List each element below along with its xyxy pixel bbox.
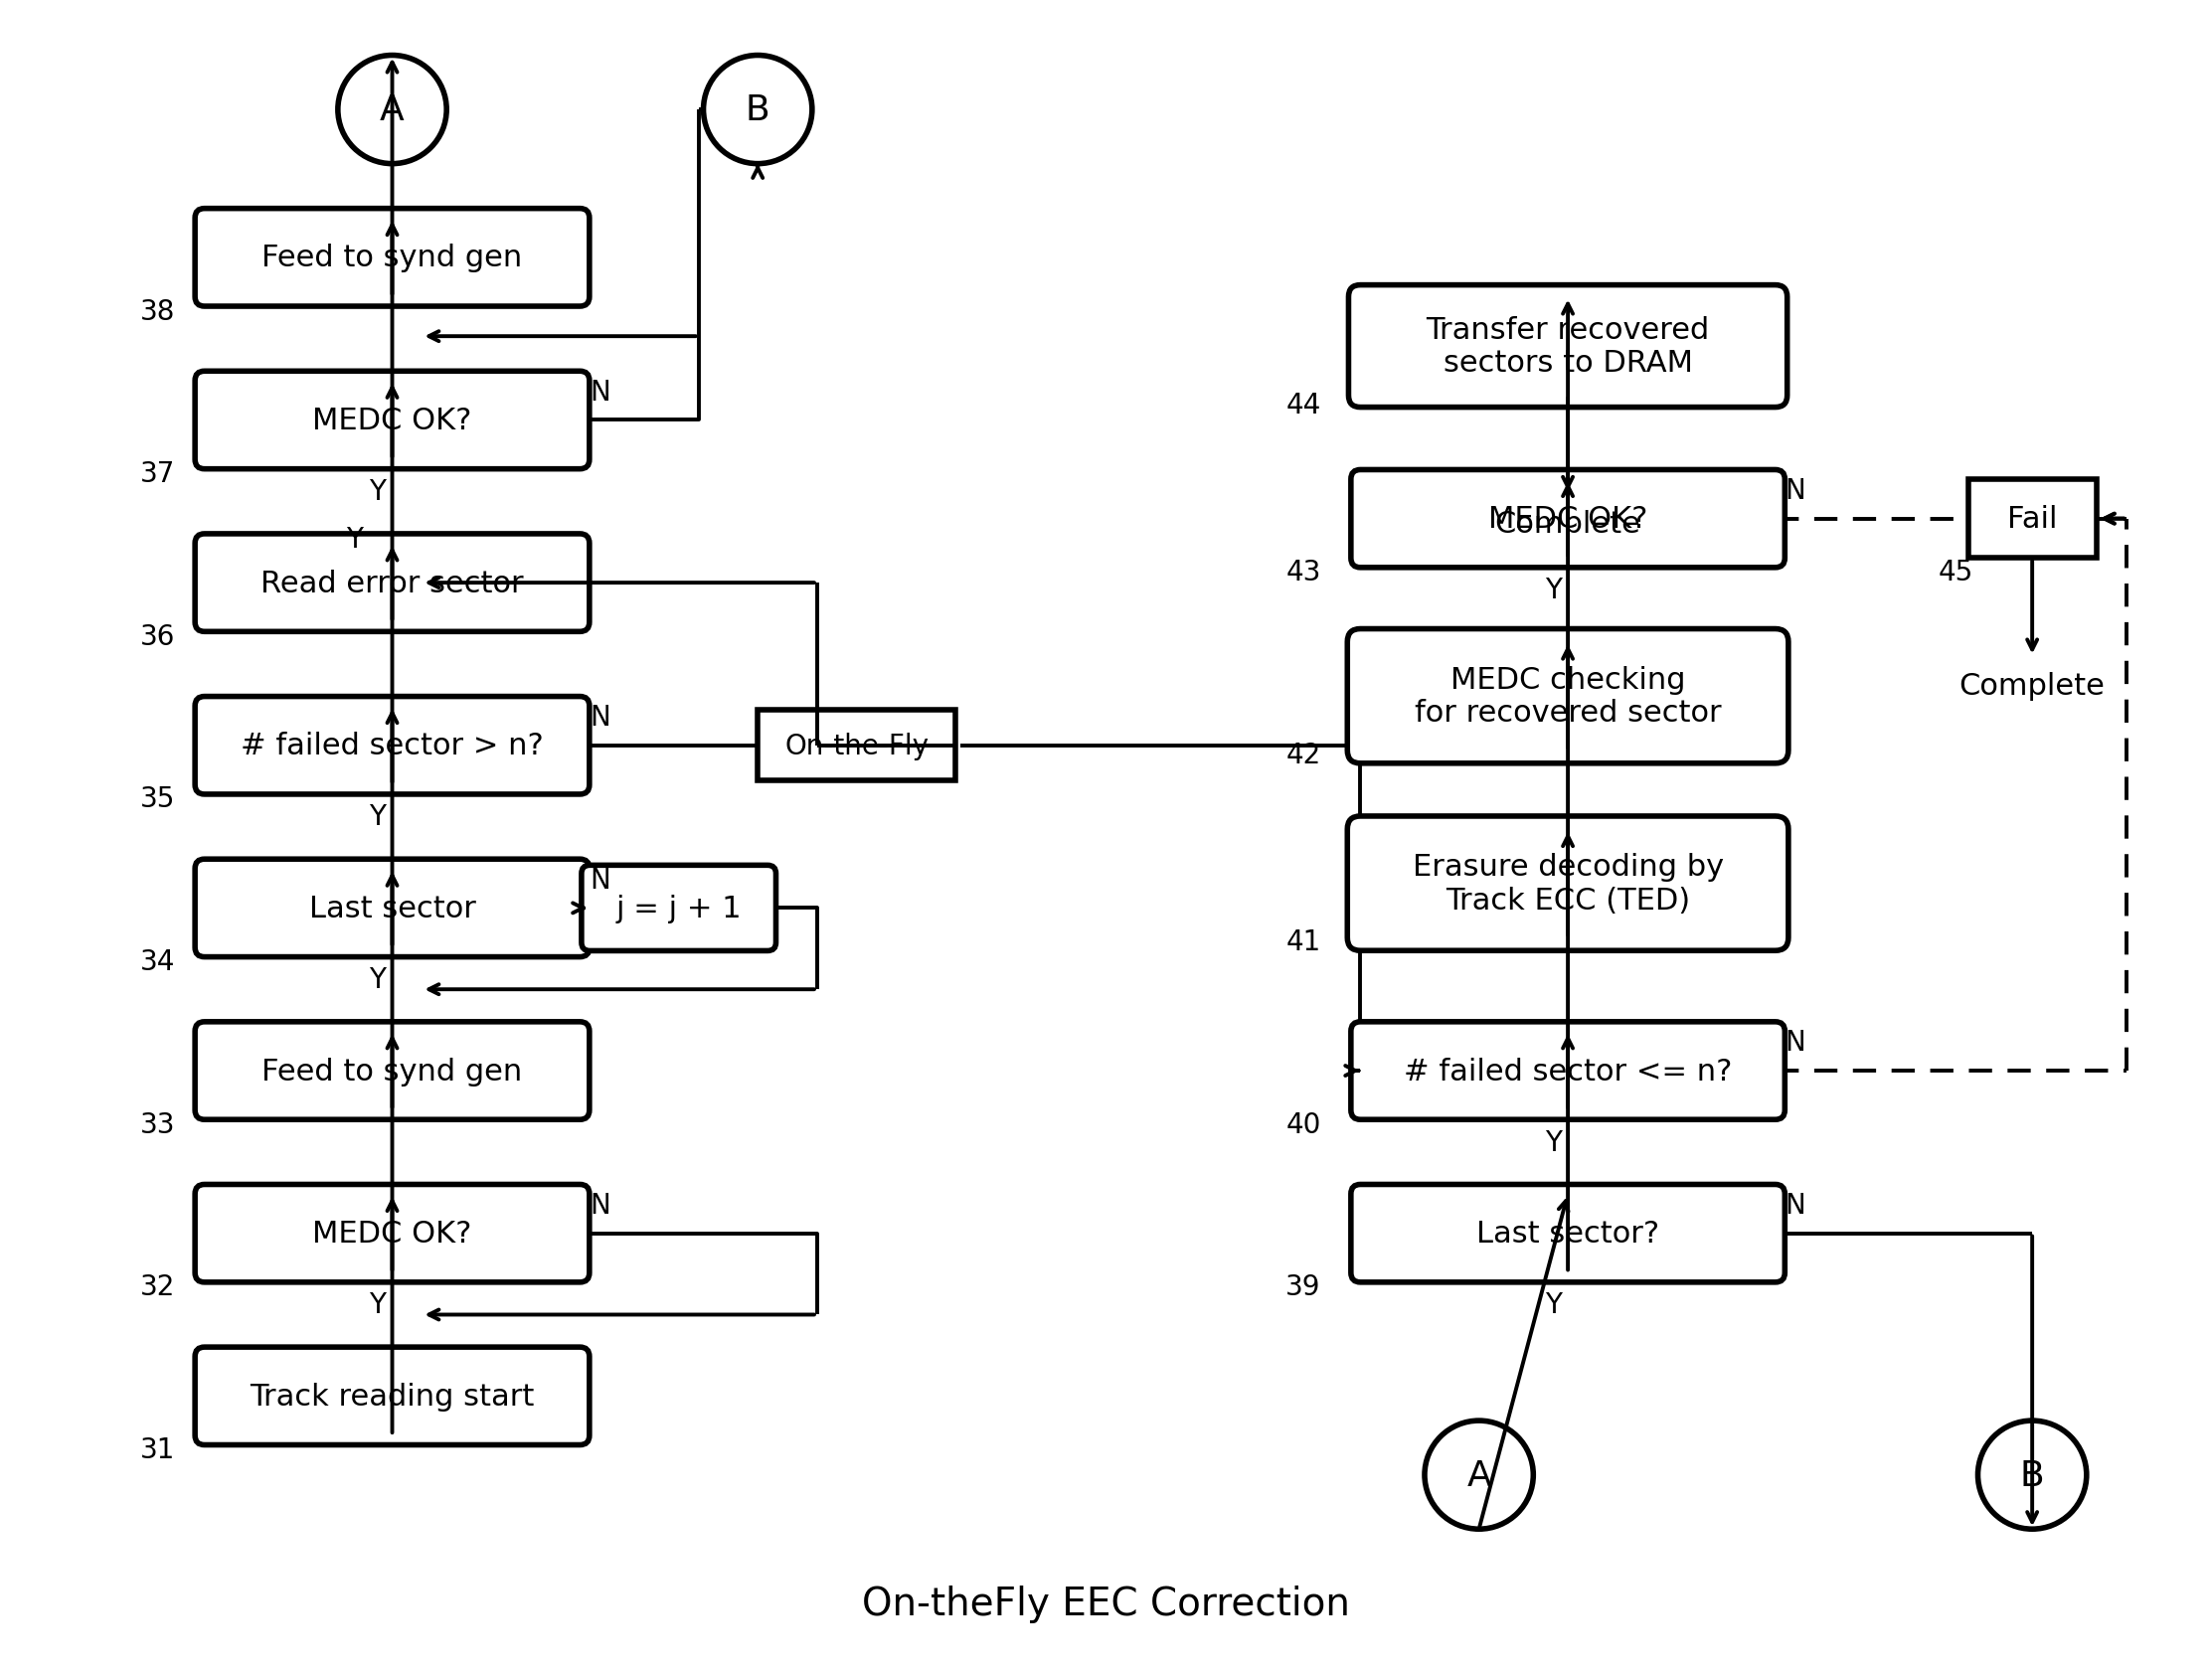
Text: Y: Y (1544, 1129, 1562, 1155)
Text: 44: 44 (1285, 391, 1321, 420)
Text: Y: Y (369, 1291, 385, 1319)
FancyBboxPatch shape (195, 859, 588, 958)
Text: Feed to synd gen: Feed to synd gen (261, 1057, 522, 1085)
Text: Last sector?: Last sector? (1475, 1219, 1659, 1247)
Text: Y: Y (345, 527, 363, 553)
Bar (759, 711, 956, 781)
Text: N: N (591, 378, 611, 406)
Circle shape (703, 57, 812, 164)
Text: 39: 39 (1285, 1272, 1321, 1301)
FancyBboxPatch shape (1352, 1022, 1785, 1120)
Circle shape (338, 57, 447, 164)
Text: A: A (1467, 1458, 1491, 1491)
Text: # failed sector > n?: # failed sector > n? (241, 731, 544, 761)
Text: 33: 33 (139, 1110, 175, 1139)
Text: Read error sector: Read error sector (261, 568, 524, 597)
Text: Transfer recovered
sectors to DRAM: Transfer recovered sectors to DRAM (1427, 316, 1710, 378)
Text: Track reading start: Track reading start (250, 1381, 535, 1411)
Text: On-the-Fly: On-the-Fly (785, 732, 929, 759)
Text: MEDC OK?: MEDC OK? (1489, 505, 1648, 533)
FancyBboxPatch shape (195, 1185, 588, 1282)
FancyBboxPatch shape (1352, 470, 1785, 568)
Text: B: B (745, 94, 770, 127)
Text: Y: Y (369, 803, 385, 831)
FancyBboxPatch shape (195, 1348, 588, 1445)
Text: Y: Y (369, 965, 385, 993)
Text: Last sector: Last sector (310, 895, 476, 923)
FancyBboxPatch shape (1352, 1185, 1785, 1282)
Text: 41: 41 (1285, 928, 1321, 956)
FancyBboxPatch shape (195, 209, 588, 308)
Text: On-theFly EEC Correction: On-theFly EEC Correction (860, 1583, 1349, 1622)
FancyBboxPatch shape (195, 697, 588, 794)
Text: 35: 35 (139, 786, 175, 813)
Text: N: N (1785, 477, 1805, 505)
Text: 32: 32 (139, 1272, 175, 1301)
FancyBboxPatch shape (195, 371, 588, 470)
Text: Complete: Complete (1495, 510, 1641, 538)
Text: 37: 37 (139, 460, 175, 488)
Text: N: N (591, 866, 611, 893)
Text: Y: Y (1544, 577, 1562, 604)
Text: B: B (2020, 1458, 2044, 1491)
Text: Y: Y (1544, 1291, 1562, 1319)
Circle shape (1425, 1421, 1533, 1530)
Text: # failed sector <= n?: # failed sector <= n? (1405, 1057, 1732, 1085)
Text: A: A (380, 94, 405, 127)
FancyBboxPatch shape (195, 535, 588, 632)
Text: MEDC checking
for recovered sector: MEDC checking for recovered sector (1413, 665, 1721, 727)
Text: Fail: Fail (2006, 505, 2057, 533)
Text: Erasure decoding by
Track ECC (TED): Erasure decoding by Track ECC (TED) (1411, 853, 1723, 915)
Text: 38: 38 (139, 298, 175, 326)
FancyBboxPatch shape (1349, 286, 1787, 408)
Circle shape (1978, 1421, 2086, 1530)
Text: N: N (1785, 1028, 1805, 1057)
Text: 43: 43 (1285, 558, 1321, 587)
Text: N: N (591, 704, 611, 731)
FancyBboxPatch shape (582, 866, 776, 951)
Text: 42: 42 (1285, 741, 1321, 769)
Text: 31: 31 (139, 1436, 175, 1463)
Text: 40: 40 (1285, 1110, 1321, 1139)
Text: Feed to synd gen: Feed to synd gen (261, 244, 522, 273)
Text: N: N (591, 1190, 611, 1219)
Bar (1969, 480, 2097, 558)
Text: Complete: Complete (1960, 672, 2106, 701)
FancyBboxPatch shape (1347, 629, 1787, 764)
FancyBboxPatch shape (1347, 816, 1787, 951)
Text: Y: Y (369, 478, 385, 505)
Text: N: N (1785, 1190, 1805, 1219)
Text: MEDC OK?: MEDC OK? (312, 406, 471, 435)
Text: MEDC OK?: MEDC OK? (312, 1219, 471, 1247)
Text: 36: 36 (139, 622, 175, 650)
Text: 45: 45 (1938, 558, 1973, 587)
Text: j = j + 1: j = j + 1 (615, 895, 741, 923)
FancyBboxPatch shape (195, 1022, 588, 1120)
Text: 34: 34 (139, 948, 175, 976)
